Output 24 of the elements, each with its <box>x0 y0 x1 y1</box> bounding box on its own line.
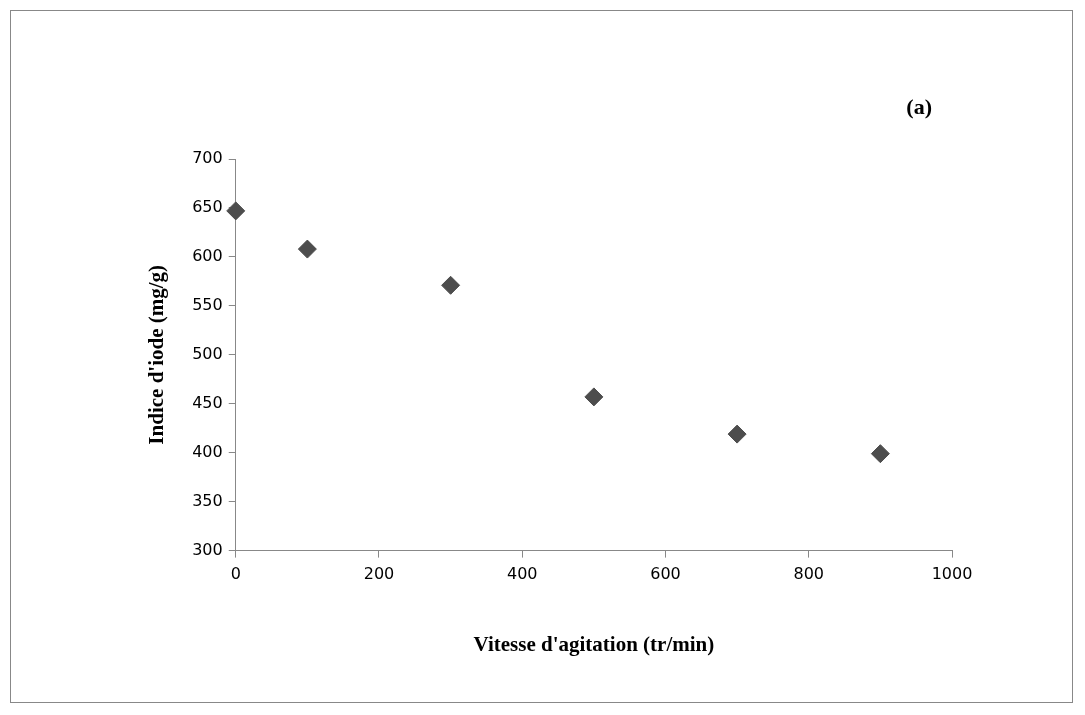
y-tick-label: 700 <box>192 148 223 168</box>
text: (a) <box>906 94 932 119</box>
x-tick-label: 400 <box>506 564 538 584</box>
point <box>727 424 747 444</box>
y-tick-label: 600 <box>192 246 223 266</box>
y-tick-label: 300 <box>192 539 223 559</box>
point <box>226 201 246 221</box>
x-tick-label: 0 <box>230 564 241 584</box>
y-axis-title: Indice d'iode (mg/g) <box>144 264 169 445</box>
x-tick-label: 800 <box>793 564 825 584</box>
y-tick-label: 650 <box>192 197 223 217</box>
point <box>441 275 461 295</box>
y-tick-label: 450 <box>192 392 223 412</box>
x-tick-label: 1000 <box>931 564 973 584</box>
x-axis-title: Vitesse d'agitation (tr/min) <box>473 631 715 656</box>
y-tick-label: 350 <box>192 490 223 510</box>
y-tick-label: 400 <box>192 441 223 461</box>
point <box>870 444 890 464</box>
point <box>297 239 317 259</box>
point <box>584 387 604 407</box>
x-tick-label: 200 <box>363 564 395 584</box>
y-tick-label: 500 <box>192 343 223 363</box>
y-tick-label: 550 <box>192 295 223 315</box>
x-tick-label: 600 <box>650 564 681 584</box>
